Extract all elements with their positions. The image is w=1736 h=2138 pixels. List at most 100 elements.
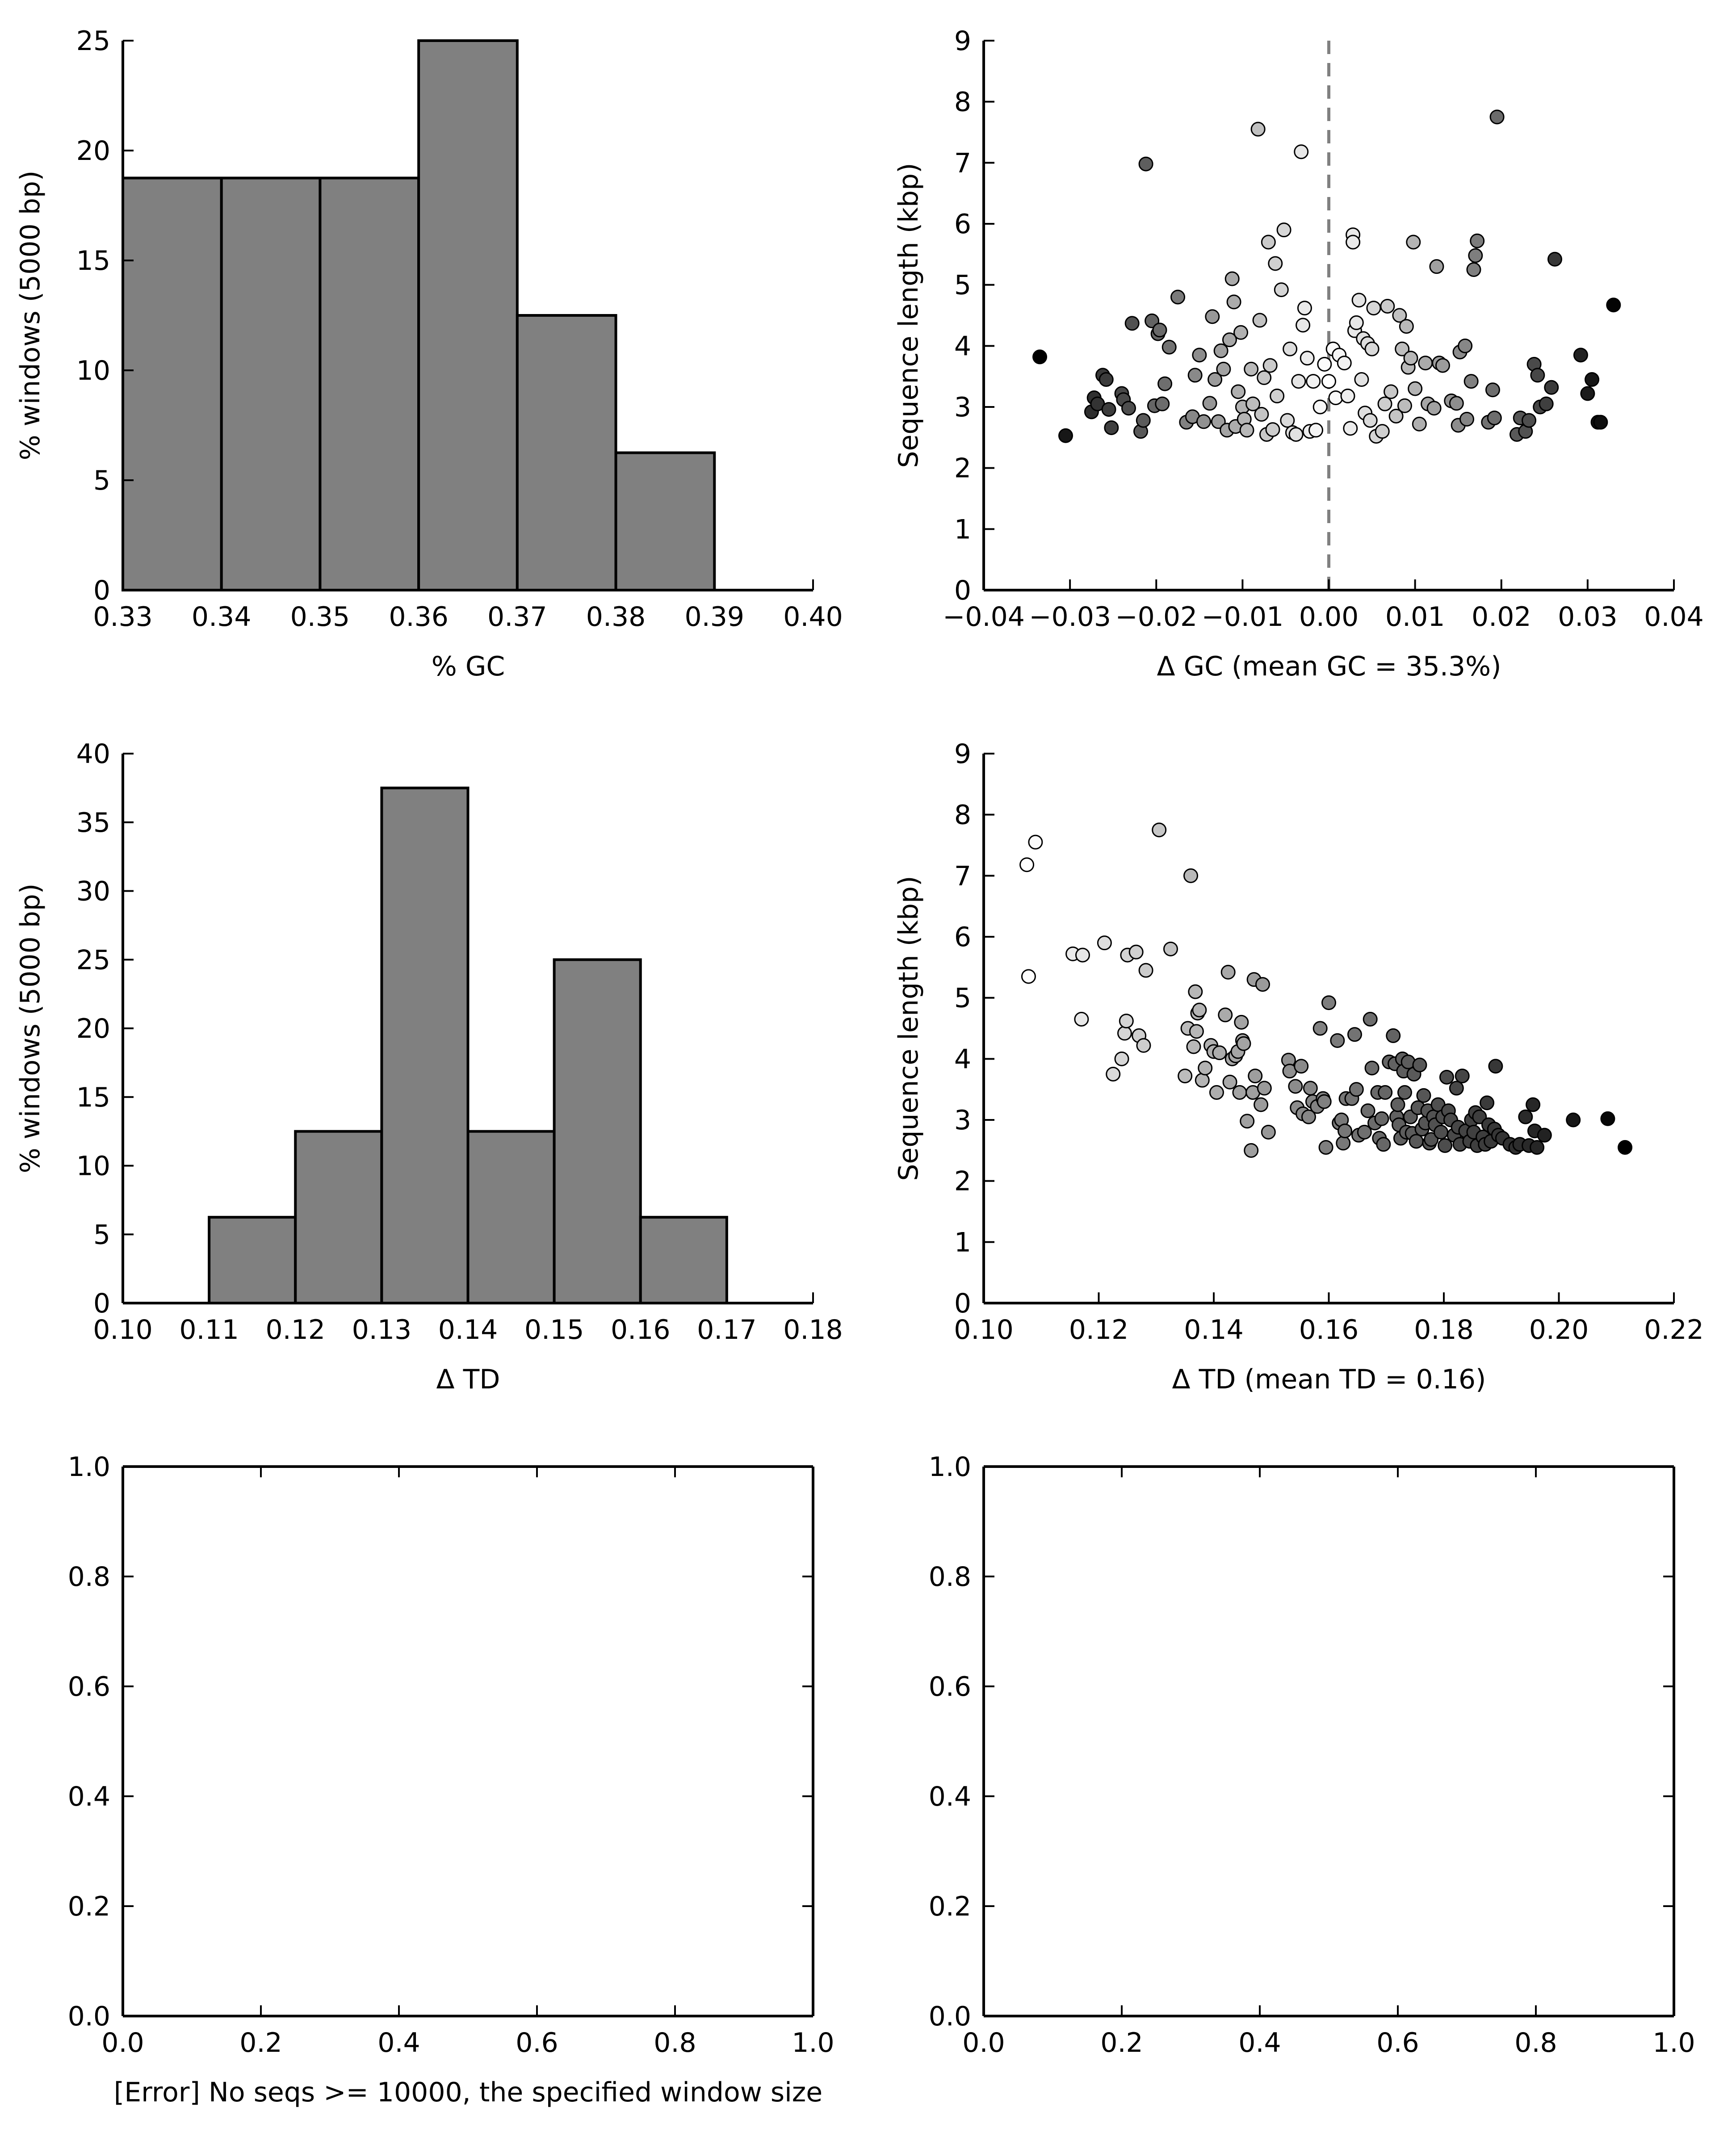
scatter-point-7 xyxy=(1097,935,1112,951)
scatter-point-88 xyxy=(1386,1028,1401,1043)
scatter-point-73 xyxy=(1317,356,1332,372)
scatter-point-18 xyxy=(1163,941,1178,956)
empty-panel-axes: 0.0 0.2 0.4 0.6 0.8 1.0 0.0 0.2 0.4 0.6 0.8 1.0 xyxy=(929,1451,1695,2058)
x-tick-label: 0.35 xyxy=(290,601,350,633)
scatter-point-95 xyxy=(1377,396,1392,411)
x-tick-label: 0.16 xyxy=(1299,1314,1359,1346)
histogram-bar-6 xyxy=(614,451,716,591)
x-tick-label: 0.33 xyxy=(93,601,153,633)
x-tick-label: 0.11 xyxy=(179,1314,239,1346)
gc-scatter-xlabel: Δ GC (mean GC = 35.3%) xyxy=(1157,651,1501,682)
y-tick-label: 0 xyxy=(93,1288,110,1319)
scatter-point-13 xyxy=(1128,944,1144,960)
y-tick-label: 0 xyxy=(954,1288,971,1319)
x-tick-label: 0.2 xyxy=(239,2027,282,2058)
scatter-point-45 xyxy=(1239,423,1254,438)
scatter-point-79 xyxy=(1340,388,1355,403)
scatter-point-60 xyxy=(1280,413,1295,428)
scatter-point-37 xyxy=(1222,332,1237,348)
x-tick-label: −0.03 xyxy=(1029,601,1111,633)
scatter-point-110 xyxy=(1424,1132,1439,1147)
scatter-point-9 xyxy=(1104,420,1119,435)
scatter-point-111 xyxy=(1429,259,1444,274)
scatter-point-9 xyxy=(1114,1051,1129,1066)
y-tick-label: 0.8 xyxy=(68,1561,110,1593)
scatter-point-85 xyxy=(1351,293,1367,308)
scatter-point-2 xyxy=(1058,428,1073,443)
scatter-point-22 xyxy=(1157,376,1173,391)
y-tick-label: 0.6 xyxy=(68,1671,110,1702)
x-tick-label: 0.8 xyxy=(1514,2027,1557,2058)
y-tick-label: 9 xyxy=(954,25,971,57)
scatter-point-58 xyxy=(1301,1109,1316,1124)
x-tick-label: 0.34 xyxy=(192,601,252,633)
x-tick-label: 0.12 xyxy=(265,1314,325,1346)
scatter-point-58 xyxy=(1274,282,1289,298)
td-histogram-ylabel: % windows (5000 bp) xyxy=(15,884,46,1174)
scatter-point-79 xyxy=(1363,1012,1378,1027)
scatter-point-131 xyxy=(1522,413,1537,428)
scatter-point-42 xyxy=(1236,1036,1251,1051)
scatter-point-1 xyxy=(1019,857,1035,872)
y-tick-label: 3 xyxy=(954,1105,971,1136)
x-tick-label: 0.00 xyxy=(1299,601,1359,633)
scatter-point-15 xyxy=(1136,413,1151,428)
y-tick-label: 6 xyxy=(954,922,971,953)
y-tick-label: 0.0 xyxy=(929,2001,971,2032)
histogram-bar-5 xyxy=(516,314,617,591)
y-tick-label: 20 xyxy=(76,1013,110,1044)
scatter-point-10 xyxy=(1117,1026,1132,1041)
y-tick-label: 10 xyxy=(76,355,110,386)
scatter-point-35 xyxy=(1216,361,1231,377)
scatter-point-114 xyxy=(1434,1124,1449,1140)
scatter-point-31 xyxy=(1205,309,1220,324)
scatter-point-56 xyxy=(1294,1059,1309,1074)
y-tick-label: 7 xyxy=(954,147,971,179)
x-tick-label: 0.36 xyxy=(389,601,449,633)
x-tick-label: 1.0 xyxy=(792,2027,834,2058)
y-tick-label: 0.2 xyxy=(929,1891,971,1922)
scatter-point-51 xyxy=(1257,370,1272,385)
y-tick-label: 5 xyxy=(93,465,110,496)
scatter-point-51 xyxy=(1261,1124,1276,1140)
y-tick-label: 5 xyxy=(954,983,971,1014)
y-tick-label: 4 xyxy=(954,331,971,362)
scatter-point-71 xyxy=(1308,423,1324,438)
scatter-point-104 xyxy=(1403,351,1418,366)
y-tick-label: 1.0 xyxy=(929,1451,971,1483)
x-tick-label: 0.02 xyxy=(1472,601,1531,633)
scatter-point-59 xyxy=(1276,222,1292,238)
scatter-point-110 xyxy=(1426,401,1442,416)
window-error-panel: 0.0 0.2 0.4 0.6 0.8 1.0 0.0 0.2 0.4 0.6 0.8 1.0 [Er… xyxy=(68,1451,834,2108)
scatter-point-65 xyxy=(1318,1140,1333,1155)
gc-histogram-axes: 0.33 0.34 0.35 0.36 0.37 0.38 0.39 0.40 0 5 10 15 20… xyxy=(76,25,843,633)
window-error-axes: 0.0 0.2 0.4 0.6 0.8 1.0 0.0 0.2 0.4 0.6 0.8 1.0 xyxy=(68,1451,834,2058)
y-tick-label: 0.2 xyxy=(68,1891,110,1922)
x-tick-label: 0.16 xyxy=(611,1314,671,1346)
scatter-point-137 xyxy=(1547,252,1562,267)
scatter-point-32 xyxy=(1212,1045,1227,1061)
scatter-point-84 xyxy=(1349,315,1364,330)
scatter-point-148 xyxy=(1530,1140,1545,1155)
scatter-point-86 xyxy=(1354,372,1369,387)
histogram-bar-2 xyxy=(294,1130,383,1304)
empty-panel: 0.0 0.2 0.4 0.6 0.8 1.0 0.0 0.2 0.4 0.6 0.8 1.0 xyxy=(929,1451,1695,2058)
scatter-point-8 xyxy=(1106,1067,1121,1082)
scatter-point-116 xyxy=(1438,1138,1453,1153)
scatter-point-12 xyxy=(1121,401,1136,416)
scatter-point-121 xyxy=(1449,1081,1464,1096)
scatter-point-152 xyxy=(1618,1140,1633,1155)
scatter-point-66 xyxy=(1321,995,1336,1010)
scatter-point-28 xyxy=(1198,1061,1213,1076)
y-tick-label: 15 xyxy=(76,245,110,277)
scatter-point-90 xyxy=(1363,413,1378,428)
scatter-point-74 xyxy=(1347,1027,1362,1042)
y-tick-label: 25 xyxy=(76,25,110,57)
scatter-point-34 xyxy=(1220,964,1236,980)
x-tick-label: 0.04 xyxy=(1644,601,1704,633)
x-tick-label: 0.4 xyxy=(377,2027,420,2058)
x-tick-label: 0.18 xyxy=(1414,1314,1474,1346)
x-tick-label: 0.10 xyxy=(93,1314,153,1346)
scatter-point-43 xyxy=(1240,1114,1255,1129)
scatter-point-22 xyxy=(1186,1039,1201,1054)
